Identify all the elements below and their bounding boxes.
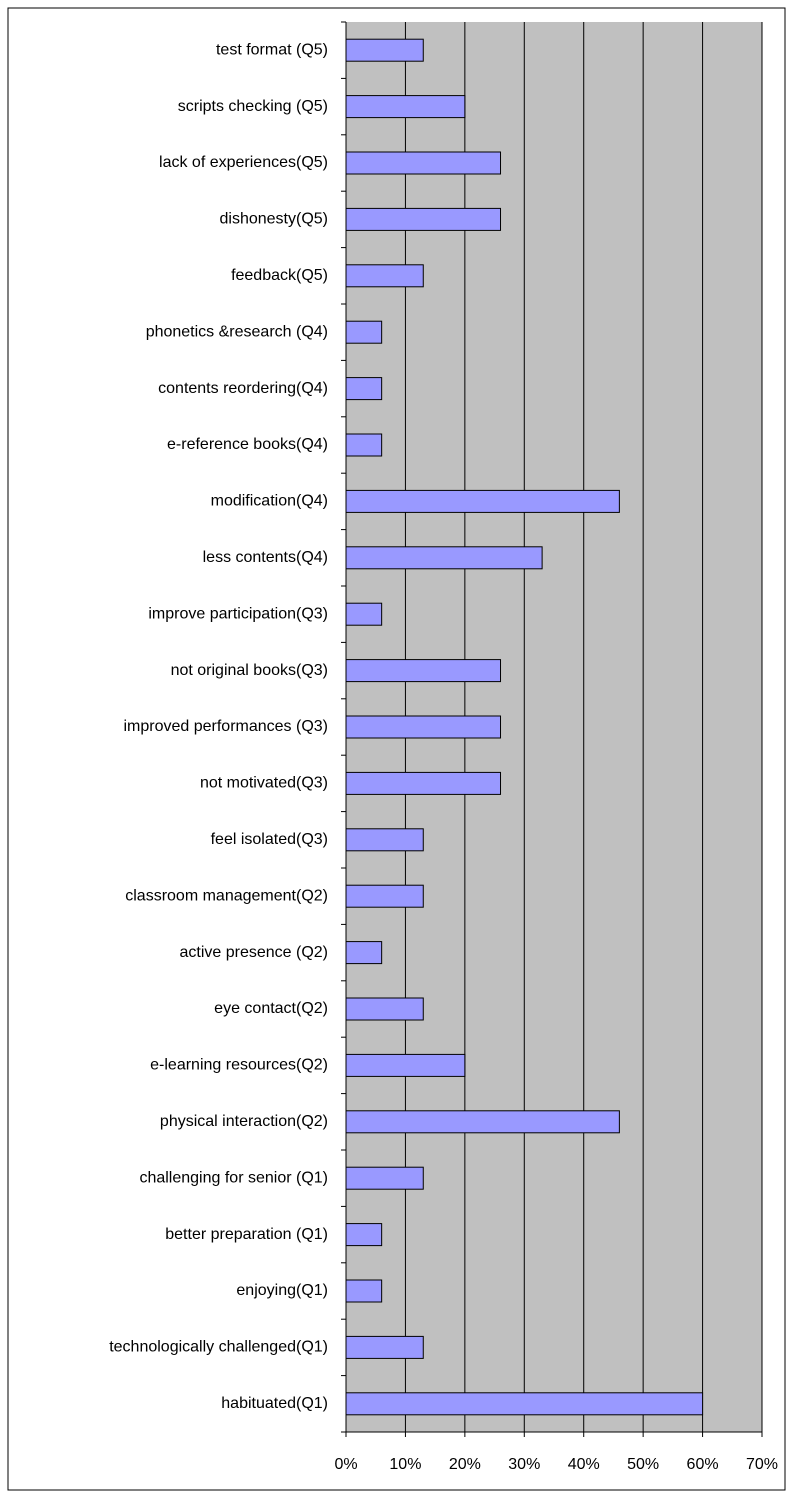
y-tick-label: test format (Q5) — [216, 41, 328, 58]
bar — [345, 884, 424, 908]
bar — [345, 715, 502, 739]
y-tick-label: less contents(Q4) — [203, 549, 328, 566]
bar — [345, 1053, 466, 1077]
bar — [345, 377, 383, 401]
x-tick-label: 30% — [508, 1456, 540, 1473]
bar — [345, 95, 466, 119]
y-tick-label: e-reference books(Q4) — [167, 436, 328, 453]
bar — [345, 1392, 704, 1416]
bar — [345, 1223, 383, 1247]
bar — [345, 320, 383, 344]
bar — [345, 941, 383, 965]
y-tick-label: dishonesty(Q5) — [220, 211, 329, 228]
y-tick-label: e-learning resources(Q2) — [150, 1057, 328, 1074]
y-tick-label: improved performances (Q3) — [123, 718, 328, 735]
bar — [345, 659, 502, 683]
x-tick-label: 70% — [746, 1456, 778, 1473]
bar — [345, 602, 383, 626]
y-tick-label: active presence (Q2) — [179, 944, 328, 961]
y-tick-label: habituated(Q1) — [221, 1395, 328, 1412]
y-tick-label: improve participation(Q3) — [148, 605, 328, 622]
y-tick-label: modification(Q4) — [211, 493, 328, 510]
x-tick-label: 10% — [389, 1456, 421, 1473]
y-tick-label: challenging for senior (Q1) — [139, 1169, 328, 1186]
bar — [345, 489, 620, 513]
y-tick-label: eye contact(Q2) — [214, 1000, 328, 1017]
bar — [345, 1279, 383, 1303]
y-tick-label: phonetics &research (Q4) — [146, 323, 328, 340]
y-tick-label: physical interaction(Q2) — [160, 1113, 328, 1130]
bar — [345, 828, 424, 852]
y-tick-label: lack of experiences(Q5) — [159, 154, 328, 171]
x-tick-label: 40% — [568, 1456, 600, 1473]
x-tick-label: 60% — [687, 1456, 719, 1473]
bar — [345, 264, 424, 288]
bar — [345, 1110, 620, 1134]
y-tick-label: contents reordering(Q4) — [158, 380, 328, 397]
y-tick-label: not original books(Q3) — [171, 662, 328, 679]
bar — [345, 38, 424, 62]
x-tick-label: 0% — [334, 1456, 357, 1473]
y-tick-label: enjoying(Q1) — [236, 1282, 328, 1299]
y-tick-label: scripts checking (Q5) — [178, 98, 328, 115]
x-tick-label: 20% — [449, 1456, 481, 1473]
y-tick-label: technologically challenged(Q1) — [109, 1339, 328, 1356]
bar — [345, 1335, 424, 1359]
y-tick-label: feedback(Q5) — [231, 267, 328, 284]
bar — [345, 207, 502, 231]
x-tick-label: 50% — [627, 1456, 659, 1473]
bar — [345, 433, 383, 457]
y-tick-label: classroom management(Q2) — [125, 887, 328, 904]
bar — [345, 997, 424, 1021]
y-tick-label: feel isolated(Q3) — [211, 831, 328, 848]
y-tick-label: not motivated(Q3) — [200, 775, 328, 792]
bar — [345, 151, 502, 175]
bar — [345, 771, 502, 795]
y-tick-label: better preparation (Q1) — [165, 1226, 328, 1243]
bar — [345, 1166, 424, 1190]
bar — [345, 546, 543, 570]
